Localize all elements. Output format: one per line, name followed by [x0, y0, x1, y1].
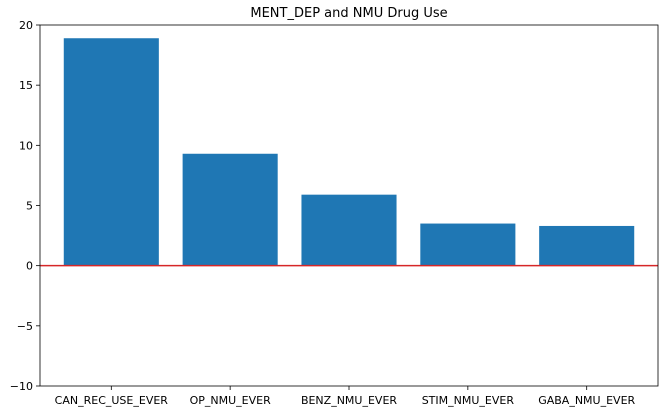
bar-stim-nmu-ever	[420, 223, 516, 266]
y-axis: −10 −5 0 5 10 15 20	[10, 19, 40, 393]
y-tick-label: 5	[26, 200, 33, 213]
x-tick-label: STIM_NMU_EVER	[422, 394, 515, 407]
y-tick-label: −10	[10, 380, 33, 393]
bar-gaba-nmu-ever	[539, 225, 635, 266]
y-tick-label: 15	[19, 79, 33, 92]
bars-group	[63, 38, 635, 266]
x-tick-label: GABA_NMU_EVER	[538, 394, 635, 407]
x-tick-label: CAN_REC_USE_EVER	[55, 394, 169, 407]
bar-op-nmu-ever	[182, 153, 278, 266]
x-axis: CAN_REC_USE_EVER OP_NMU_EVER BENZ_NMU_EVER…	[55, 386, 636, 407]
y-tick-label: 10	[19, 139, 33, 152]
y-tick-label: 0	[26, 260, 33, 273]
y-tick-label: −5	[17, 320, 33, 333]
chart-title: MENT_DEP and NMU Drug Use	[250, 6, 447, 21]
x-tick-label: OP_NMU_EVER	[190, 394, 271, 407]
bar-benz-nmu-ever	[301, 194, 397, 266]
x-tick-label: BENZ_NMU_EVER	[301, 394, 397, 407]
bar-can-rec-use-ever	[63, 38, 159, 266]
y-tick-label: 20	[19, 19, 33, 32]
